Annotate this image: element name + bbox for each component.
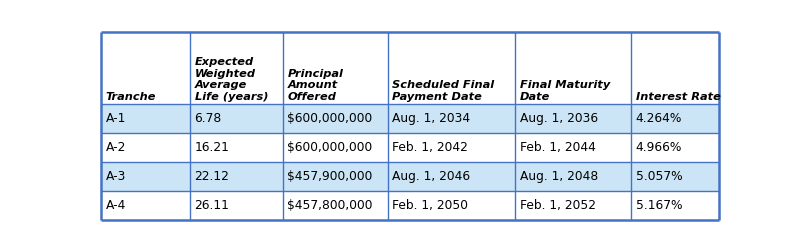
- Bar: [387, 32, 515, 104]
- Bar: [190, 191, 283, 220]
- Bar: [190, 32, 283, 104]
- Text: Interest Rate: Interest Rate: [636, 92, 721, 102]
- Text: Aug. 1, 2036: Aug. 1, 2036: [519, 112, 598, 125]
- Text: Tranche: Tranche: [106, 92, 156, 102]
- Bar: [102, 191, 190, 220]
- Text: Final Maturity
Date: Final Maturity Date: [519, 80, 610, 102]
- Text: 16.21: 16.21: [194, 141, 230, 154]
- Bar: [283, 133, 387, 162]
- Text: A-3: A-3: [106, 170, 126, 183]
- Text: $457,800,000: $457,800,000: [287, 199, 373, 212]
- Bar: [515, 162, 631, 191]
- Text: A-1: A-1: [106, 112, 126, 125]
- Bar: [102, 104, 190, 133]
- Bar: [190, 104, 283, 133]
- Text: 5.057%: 5.057%: [636, 170, 682, 183]
- Bar: [631, 104, 718, 133]
- Text: 4.966%: 4.966%: [636, 141, 682, 154]
- Bar: [631, 162, 718, 191]
- Bar: [190, 133, 283, 162]
- Bar: [631, 133, 718, 162]
- Bar: [387, 133, 515, 162]
- Text: $600,000,000: $600,000,000: [287, 112, 373, 125]
- Text: 22.12: 22.12: [194, 170, 230, 183]
- Bar: [387, 191, 515, 220]
- Text: 5.167%: 5.167%: [636, 199, 682, 212]
- Text: $457,900,000: $457,900,000: [287, 170, 373, 183]
- Text: $600,000,000: $600,000,000: [287, 141, 373, 154]
- Bar: [102, 162, 190, 191]
- Text: A-4: A-4: [106, 199, 126, 212]
- Text: Feb. 1, 2044: Feb. 1, 2044: [519, 141, 595, 154]
- Bar: [631, 191, 718, 220]
- Text: Feb. 1, 2052: Feb. 1, 2052: [519, 199, 595, 212]
- Bar: [283, 104, 387, 133]
- Bar: [102, 32, 190, 104]
- Bar: [283, 162, 387, 191]
- Text: Expected
Weighted
Average
Life (years): Expected Weighted Average Life (years): [194, 57, 268, 102]
- Bar: [190, 162, 283, 191]
- Text: 6.78: 6.78: [194, 112, 222, 125]
- Text: Aug. 1, 2048: Aug. 1, 2048: [519, 170, 598, 183]
- Bar: [515, 191, 631, 220]
- Bar: [515, 104, 631, 133]
- Bar: [631, 32, 718, 104]
- Text: 4.264%: 4.264%: [636, 112, 682, 125]
- Bar: [283, 32, 387, 104]
- Text: Principal
Amount
Offered: Principal Amount Offered: [287, 69, 343, 102]
- Bar: [102, 133, 190, 162]
- Text: Scheduled Final
Payment Date: Scheduled Final Payment Date: [392, 80, 494, 102]
- Bar: [387, 162, 515, 191]
- Bar: [283, 191, 387, 220]
- Text: 26.11: 26.11: [194, 199, 230, 212]
- Text: Aug. 1, 2034: Aug. 1, 2034: [392, 112, 470, 125]
- Bar: [387, 104, 515, 133]
- Text: Feb. 1, 2050: Feb. 1, 2050: [392, 199, 468, 212]
- Bar: [515, 133, 631, 162]
- Text: Feb. 1, 2042: Feb. 1, 2042: [392, 141, 468, 154]
- Bar: [515, 32, 631, 104]
- Text: A-2: A-2: [106, 141, 126, 154]
- Text: Aug. 1, 2046: Aug. 1, 2046: [392, 170, 470, 183]
